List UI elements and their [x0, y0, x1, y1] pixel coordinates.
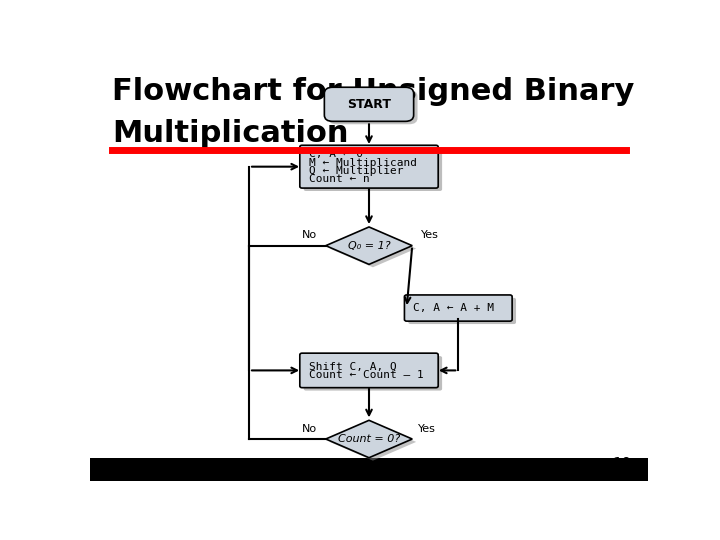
Bar — [90, 458, 648, 481]
Text: C, A ← A + M: C, A ← A + M — [413, 303, 495, 313]
Text: Flowchart for Unsigned Binary: Flowchart for Unsigned Binary — [112, 77, 635, 106]
Text: No: No — [302, 230, 318, 240]
Polygon shape — [325, 420, 413, 458]
Text: C, A ← 0: C, A ← 0 — [309, 149, 363, 159]
Text: Shift C, A, Q: Shift C, A, Q — [309, 361, 397, 372]
Text: No: No — [302, 423, 318, 434]
FancyBboxPatch shape — [328, 90, 418, 124]
Text: M ← Multiplicand: M ← Multiplicand — [309, 158, 417, 167]
Text: Yes: Yes — [420, 230, 438, 240]
Text: Count ← Count – 1: Count ← Count – 1 — [309, 369, 423, 380]
Text: Count ← n: Count ← n — [309, 174, 369, 184]
FancyBboxPatch shape — [300, 353, 438, 388]
FancyBboxPatch shape — [324, 87, 413, 122]
Polygon shape — [330, 423, 416, 461]
Polygon shape — [325, 227, 413, 265]
Polygon shape — [330, 230, 416, 267]
FancyBboxPatch shape — [304, 148, 442, 191]
Text: Multiplication: Multiplication — [112, 119, 348, 148]
FancyBboxPatch shape — [405, 295, 512, 321]
Text: START: START — [347, 98, 391, 111]
Text: Count = 0?: Count = 0? — [338, 434, 400, 444]
Text: 19: 19 — [612, 457, 631, 472]
FancyBboxPatch shape — [304, 356, 442, 390]
Text: Q₀ = 1?: Q₀ = 1? — [348, 241, 390, 251]
FancyBboxPatch shape — [300, 145, 438, 188]
FancyBboxPatch shape — [408, 298, 516, 324]
Text: Yes: Yes — [418, 423, 436, 434]
Text: Q ← Multiplier: Q ← Multiplier — [309, 166, 403, 176]
